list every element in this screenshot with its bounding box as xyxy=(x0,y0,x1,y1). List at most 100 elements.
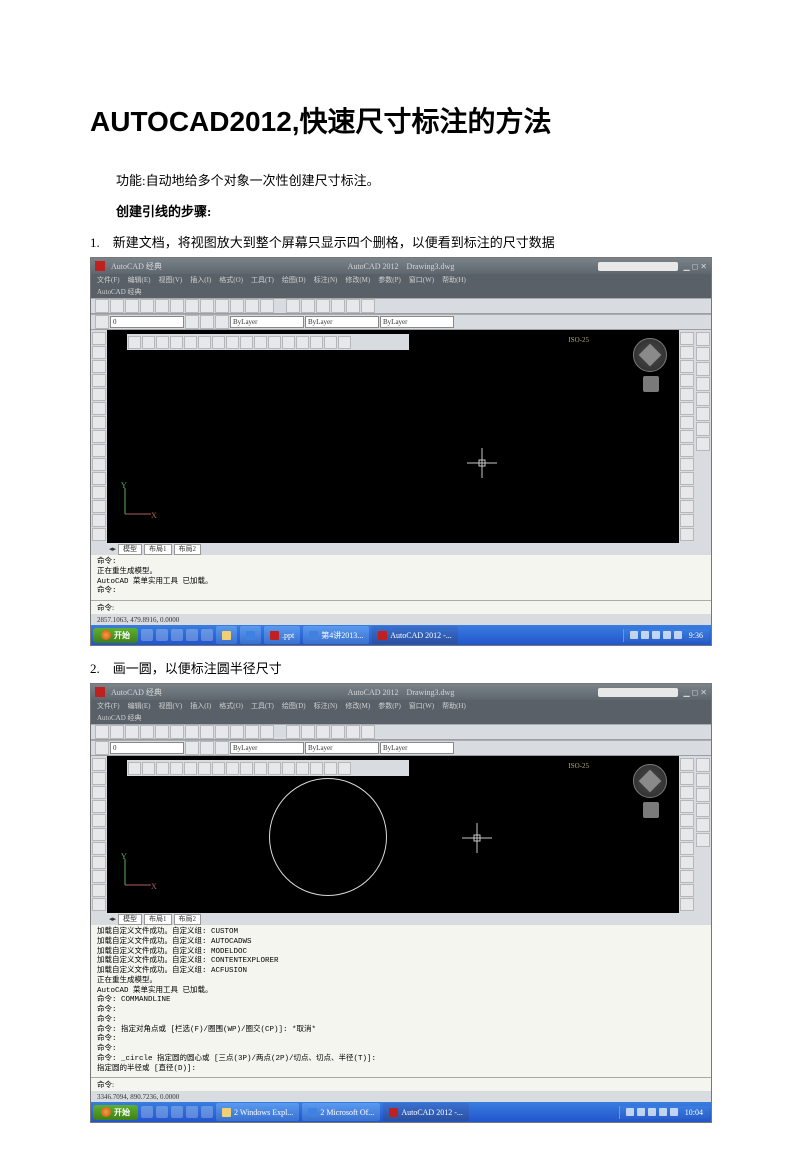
redo-icon[interactable] xyxy=(170,299,184,313)
tool-icon[interactable] xyxy=(215,299,229,313)
tool-icon[interactable] xyxy=(92,856,106,869)
tool-icon[interactable] xyxy=(324,336,337,349)
menu-item[interactable]: 绘图(D) xyxy=(282,701,306,711)
undo-icon[interactable] xyxy=(155,299,169,313)
dim-linear-icon[interactable] xyxy=(128,336,141,349)
tool-icon[interactable] xyxy=(331,725,345,739)
zoom-extents-icon[interactable] xyxy=(696,377,710,391)
trim-icon[interactable] xyxy=(680,884,694,897)
tool-icon[interactable] xyxy=(296,762,309,775)
menu-item[interactable]: 格式(O) xyxy=(219,701,243,711)
undo-icon[interactable] xyxy=(155,725,169,739)
start-button[interactable]: 开始 xyxy=(93,1105,138,1120)
tool-icon[interactable] xyxy=(215,741,229,755)
workspace-tab[interactable]: AutoCAD 经典 xyxy=(97,713,142,723)
menu-item[interactable]: 参数(P) xyxy=(378,701,401,711)
save-icon[interactable] xyxy=(125,299,139,313)
scale-icon[interactable] xyxy=(680,430,694,443)
tool-icon[interactable] xyxy=(316,299,330,313)
tool-icon[interactable] xyxy=(92,842,106,855)
viewcube[interactable] xyxy=(633,338,667,372)
model-tab[interactable]: 模型 xyxy=(118,544,142,555)
taskbar-item-autocad[interactable]: AutoCAD 2012 -... xyxy=(372,626,458,644)
menu-item[interactable]: 格式(O) xyxy=(219,275,243,285)
tool-icon[interactable] xyxy=(310,336,323,349)
model-tab[interactable]: 模型 xyxy=(118,914,142,925)
menu-item[interactable]: 帮助(H) xyxy=(442,701,466,711)
array-icon[interactable] xyxy=(680,388,694,401)
layout2-tab[interactable]: 布局2 xyxy=(174,544,202,555)
viewcube[interactable] xyxy=(633,764,667,798)
dim-aligned-icon[interactable] xyxy=(142,762,155,775)
menu-item[interactable]: 文件(F) xyxy=(97,275,120,285)
drawing-canvas[interactable]: ISO-25 Y X xyxy=(107,330,679,530)
menu-item[interactable]: 标注(N) xyxy=(314,701,338,711)
trim-icon[interactable] xyxy=(680,458,694,471)
tray-icon[interactable] xyxy=(659,1108,667,1116)
tool-icon[interactable] xyxy=(92,472,106,485)
taskbar-item[interactable]: 第4讲2013... xyxy=(303,626,369,644)
tool-icon[interactable] xyxy=(92,884,106,897)
dim-baseline-icon[interactable] xyxy=(240,336,253,349)
pan-icon[interactable] xyxy=(696,758,710,772)
tool-icon[interactable] xyxy=(92,828,106,841)
rotate-icon[interactable] xyxy=(680,842,694,855)
menu-item[interactable]: 编辑(E) xyxy=(128,275,151,285)
dim-arc-icon[interactable] xyxy=(156,336,169,349)
menu-item[interactable]: 帮助(H) xyxy=(442,275,466,285)
pan-icon[interactable] xyxy=(696,332,710,346)
taskbar-item[interactable] xyxy=(240,626,261,644)
tool-icon[interactable] xyxy=(92,458,106,471)
dim-angular-icon[interactable] xyxy=(212,762,225,775)
redo-icon[interactable] xyxy=(170,725,184,739)
mirror-icon[interactable] xyxy=(680,360,694,373)
dim-ordinate-icon[interactable] xyxy=(170,336,183,349)
arc-icon[interactable] xyxy=(92,800,106,813)
dim-aligned-icon[interactable] xyxy=(142,336,155,349)
tray-icon[interactable] xyxy=(626,1108,634,1116)
tool-icon[interactable] xyxy=(200,725,214,739)
nav-home-icon[interactable] xyxy=(643,376,659,392)
zoom-window-icon[interactable] xyxy=(696,362,710,376)
command-input[interactable]: 命令: xyxy=(91,600,711,614)
erase-icon[interactable] xyxy=(680,332,694,345)
menu-item[interactable]: 工具(T) xyxy=(251,701,274,711)
tray-icon[interactable] xyxy=(652,631,660,639)
open-icon[interactable] xyxy=(110,299,124,313)
quicklaunch-icon[interactable] xyxy=(141,1106,153,1118)
tool-icon[interactable] xyxy=(680,486,694,499)
tool-icon[interactable] xyxy=(230,725,244,739)
nav-home-icon[interactable] xyxy=(643,802,659,818)
taskbar-item[interactable]: 2 Windows Expl... xyxy=(216,1103,299,1121)
stretch-icon[interactable] xyxy=(680,444,694,457)
menu-item[interactable]: 视图(V) xyxy=(159,275,183,285)
color-picker-icon[interactable] xyxy=(95,741,109,755)
tray-icon[interactable] xyxy=(641,631,649,639)
command-input[interactable]: 命令: xyxy=(91,1077,711,1091)
move-icon[interactable] xyxy=(680,402,694,415)
tool-icon[interactable] xyxy=(696,833,710,847)
dim-baseline-icon[interactable] xyxy=(240,762,253,775)
polyline-icon[interactable] xyxy=(92,772,106,785)
tool-icon[interactable] xyxy=(338,762,351,775)
tool-icon[interactable] xyxy=(338,336,351,349)
quicklaunch-icon[interactable] xyxy=(156,1106,168,1118)
tool-icon[interactable] xyxy=(230,299,244,313)
drawn-circle[interactable] xyxy=(269,778,387,896)
menu-item[interactable]: 视图(V) xyxy=(159,701,183,711)
menu-item[interactable]: 插入(I) xyxy=(190,275,211,285)
tool-icon[interactable] xyxy=(282,336,295,349)
tool-icon[interactable] xyxy=(324,762,337,775)
tray-icon[interactable] xyxy=(674,631,682,639)
menu-item[interactable]: 工具(T) xyxy=(251,275,274,285)
dim-quick-icon[interactable] xyxy=(226,336,239,349)
stretch-icon[interactable] xyxy=(680,870,694,883)
plotstyle-dropdown[interactable]: ByLayer xyxy=(380,316,454,328)
tool-icon[interactable] xyxy=(361,299,375,313)
menu-item[interactable]: 修改(M) xyxy=(345,701,370,711)
tool-icon[interactable] xyxy=(200,741,214,755)
tab-arrow-icon[interactable]: ◂▸ xyxy=(109,915,116,923)
plotstyle-dropdown[interactable]: ByLayer xyxy=(380,742,454,754)
tool-icon[interactable] xyxy=(185,725,199,739)
zoom-icon[interactable] xyxy=(696,773,710,787)
